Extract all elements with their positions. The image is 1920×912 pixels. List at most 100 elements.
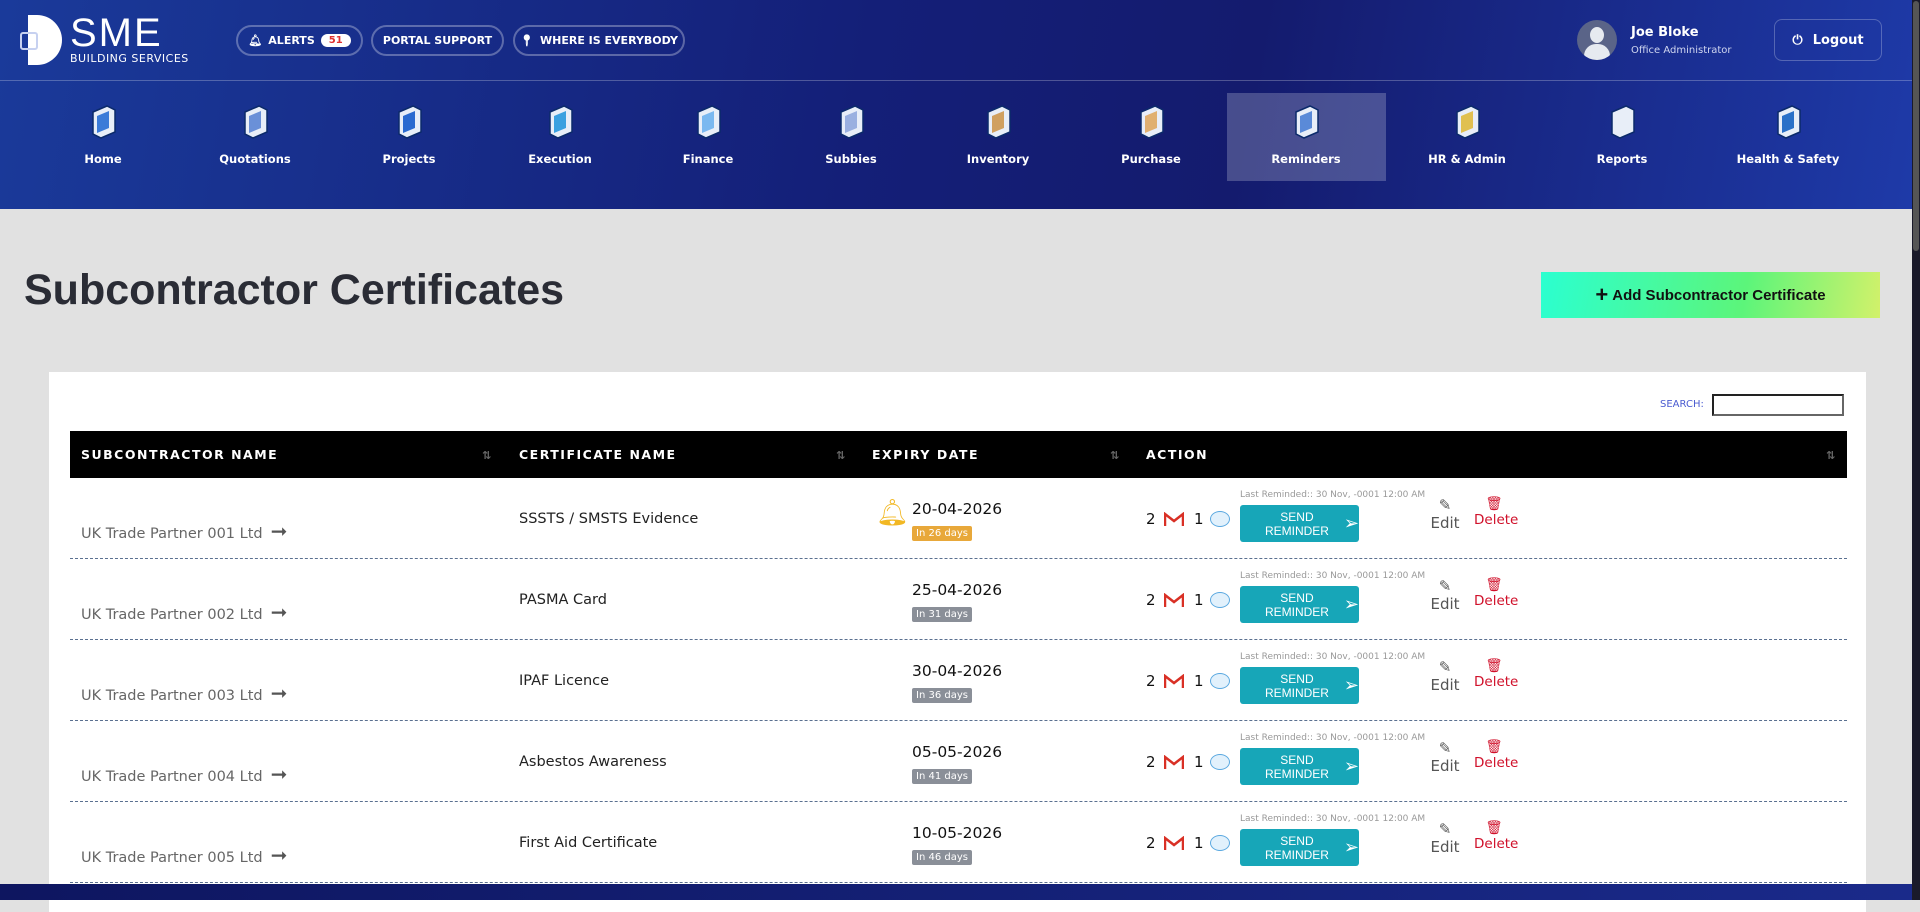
edit-button[interactable]: ✎ Edit <box>1430 496 1460 532</box>
delete-button[interactable]: 🗑︎ Delete <box>1474 820 1519 852</box>
delete-label: Delete <box>1474 512 1519 528</box>
send-reminder-button[interactable]: SEND REMINDER ➢ <box>1240 829 1359 866</box>
column-header-expiry[interactable]: EXPIRY DATE <box>872 447 979 462</box>
alerts-label: ALERTS <box>268 34 315 47</box>
expiry-date: 05-05-2026 <box>912 743 1003 761</box>
edit-icon: ✎ <box>1438 577 1452 595</box>
sort-icon[interactable]: ⇅ <box>1826 449 1836 462</box>
gmail-icon <box>1164 836 1184 850</box>
nav-item-purchase[interactable]: Purchase <box>1076 93 1226 181</box>
home-icon <box>92 105 116 139</box>
edit-icon: ✎ <box>1438 820 1452 838</box>
nav-item-inventory[interactable]: Inventory <box>923 93 1073 181</box>
expiry-date: 25-04-2026 <box>912 581 1003 599</box>
nav-item-reports[interactable]: Reports <box>1547 93 1697 181</box>
nav-item-reminders[interactable]: Reminders <box>1226 93 1386 181</box>
logo[interactable]: SME BUILDING SERVICES <box>20 13 189 65</box>
user-profile[interactable]: Joe Bloke Office Administrator <box>1577 20 1732 60</box>
user-role: Office Administrator <box>1631 44 1732 56</box>
send-reminder-label: SEND REMINDER <box>1264 752 1329 781</box>
send-reminder-button[interactable]: SEND REMINDER ➢ <box>1240 586 1359 623</box>
purchase-icon <box>1140 105 1164 139</box>
nav-item-hr-admin[interactable]: HR & Admin <box>1392 93 1542 181</box>
nav-item-projects[interactable]: Projects <box>334 93 484 181</box>
logout-button[interactable]: ⏻ Logout <box>1774 19 1882 61</box>
delete-button[interactable]: 🗑︎ Delete <box>1474 496 1519 528</box>
table-row: UK Trade Partner 002 Ltd ➞ PASMA Card 25-… <box>70 559 1847 640</box>
search-input[interactable] <box>1712 394 1844 416</box>
hr-admin-icon <box>1456 105 1480 139</box>
nav-label: Finance <box>682 152 734 166</box>
subcontractor-name: UK Trade Partner 004 Ltd <box>81 769 263 785</box>
column-header-subcontractor[interactable]: SUBCONTRACTOR NAME <box>81 447 279 462</box>
days-remaining-badge: In 36 days <box>912 688 972 703</box>
add-subcontractor-certificate-button[interactable]: + Add Subcontractor Certificate <box>1541 272 1880 318</box>
edit-button[interactable]: ✎ Edit <box>1430 739 1460 775</box>
nav-item-finance[interactable]: Finance <box>633 93 783 181</box>
send-reminder-label: SEND REMINDER <box>1264 509 1329 538</box>
add-button-label: Add Subcontractor Certificate <box>1612 286 1826 304</box>
certificate-name: IPAF Licence <box>519 673 610 689</box>
send-reminder-button[interactable]: SEND REMINDER ➢ <box>1240 667 1359 704</box>
sms-count: 1 <box>1194 591 1204 609</box>
send-reminder-button[interactable]: SEND REMINDER ➢ <box>1240 505 1359 542</box>
subcontractor-name-link[interactable]: UK Trade Partner 004 Ltd ➞ <box>81 762 287 786</box>
delete-button[interactable]: 🗑︎ Delete <box>1474 739 1518 771</box>
avatar <box>1577 20 1617 60</box>
subcontractor-name-link[interactable]: UK Trade Partner 003 Ltd ➞ <box>81 681 287 705</box>
paper-plane-icon: ➢ <box>1343 594 1359 614</box>
sort-icon[interactable]: ⇅ <box>836 449 846 462</box>
nav-item-home[interactable]: Home <box>28 93 178 181</box>
nav-item-execution[interactable]: Execution <box>485 93 635 181</box>
nav-item-quotations[interactable]: Quotations <box>180 93 330 181</box>
subcontractor-name: UK Trade Partner 002 Ltd <box>81 607 263 623</box>
logout-label: Logout <box>1812 32 1864 48</box>
delete-label: Delete <box>1474 593 1519 609</box>
edit-icon: ✎ <box>1438 496 1452 514</box>
sort-icon[interactable]: ⇅ <box>482 449 492 462</box>
alerts-button[interactable]: 🔔︎ ALERTS 51 <box>236 25 363 56</box>
execution-icon <box>549 105 573 139</box>
nav-label: Subbies <box>825 152 877 166</box>
delete-button[interactable]: 🗑︎ Delete <box>1474 577 1519 609</box>
scrollbar[interactable] <box>1912 0 1920 900</box>
email-count: 2 <box>1146 510 1156 528</box>
edit-button[interactable]: ✎ Edit <box>1430 820 1460 856</box>
nav-item-subbies[interactable]: Subbies <box>776 93 926 181</box>
edit-button[interactable]: ✎ Edit <box>1430 577 1460 613</box>
sort-icon[interactable]: ⇅ <box>1110 449 1120 462</box>
delete-button[interactable]: 🗑︎ Delete <box>1474 658 1519 690</box>
send-reminder-button[interactable]: SEND REMINDER ➢ <box>1240 748 1359 785</box>
portal-support-label: PORTAL SUPPORT <box>382 34 493 47</box>
nav-label: Health & Safety <box>1736 152 1840 166</box>
subcontractor-name-link[interactable]: UK Trade Partner 002 Ltd ➞ <box>81 600 287 624</box>
paper-plane-icon: ➢ <box>1343 675 1359 695</box>
last-reminded-text: Last Reminded:: 30 Nov, -0001 12:00 AM <box>1240 814 1426 824</box>
where-is-everybody-button[interactable]: 📍︎ WHERE IS EVERYBODY <box>513 25 685 56</box>
portal-support-button[interactable]: PORTAL SUPPORT <box>371 25 504 56</box>
gmail-icon <box>1164 593 1184 607</box>
sms-count: 1 <box>1194 510 1204 528</box>
delete-label: Delete <box>1474 836 1519 852</box>
days-remaining-badge: In 26 days <box>912 526 972 541</box>
finance-icon <box>697 105 721 139</box>
delete-label: Delete <box>1474 674 1519 690</box>
gmail-icon <box>1164 755 1184 769</box>
edit-label: Edit <box>1430 514 1460 532</box>
certificate-name: SSSTS / SMSTS Evidence <box>519 511 699 527</box>
column-header-certificate[interactable]: CERTIFICATE NAME <box>519 447 677 462</box>
arrow-right-icon: ➞ <box>270 762 288 786</box>
reminders-icon <box>1295 105 1319 139</box>
certificate-name: First Aid Certificate <box>519 835 658 851</box>
trash-icon: 🗑︎ <box>1485 577 1503 593</box>
nav-item-health-safety[interactable]: Health & Safety <box>1713 93 1863 181</box>
subcontractor-name-link[interactable]: UK Trade Partner 005 Ltd ➞ <box>81 843 287 867</box>
table-header: SUBCONTRACTOR NAME ⇅ CERTIFICATE NAME ⇅ … <box>70 431 1847 478</box>
bell-icon: 🔔︎ <box>248 34 263 47</box>
subcontractor-name-link[interactable]: UK Trade Partner 001 Ltd ➞ <box>81 519 287 543</box>
projects-icon <box>398 105 422 139</box>
edit-label: Edit <box>1430 676 1460 694</box>
table-row: UK Trade Partner 005 Ltd ➞ First Aid Cert… <box>70 802 1847 883</box>
user-name: Joe Bloke <box>1631 24 1699 40</box>
edit-button[interactable]: ✎ Edit <box>1430 658 1460 694</box>
